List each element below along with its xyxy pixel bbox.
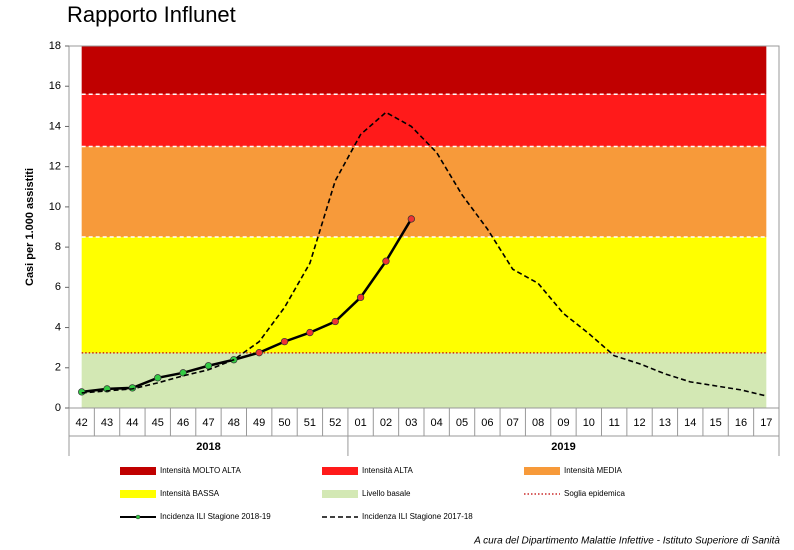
data-point bbox=[280, 337, 289, 346]
x-tick-label: 01 bbox=[354, 417, 366, 429]
y-tick-label: 6 bbox=[55, 281, 61, 293]
legend-label: Incidenza ILI Stagione 2017-18 bbox=[362, 512, 473, 521]
y-tick-label: 10 bbox=[49, 201, 61, 213]
legend-label: Intensità ALTA bbox=[362, 466, 414, 475]
x-tick-label: 44 bbox=[126, 417, 138, 429]
x-tick-label: 04 bbox=[431, 417, 443, 429]
legend-label: Intensità MEDIA bbox=[564, 466, 622, 475]
year-label: 2018 bbox=[196, 441, 220, 453]
intensity-band bbox=[81, 94, 767, 147]
legend-label: Intensità MOLTO ALTA bbox=[160, 466, 241, 475]
x-tick-label: 48 bbox=[228, 417, 240, 429]
data-point bbox=[154, 374, 162, 382]
legend-swatch bbox=[120, 490, 156, 498]
y-tick-label: 8 bbox=[55, 241, 61, 253]
x-tick-label: 06 bbox=[481, 417, 493, 429]
series-line bbox=[81, 111, 767, 397]
x-tick-label: 05 bbox=[456, 417, 468, 429]
legend-swatch bbox=[120, 467, 156, 475]
legend-swatch bbox=[524, 467, 560, 475]
y-axis-label: Casi per 1.000 assistiti bbox=[24, 168, 36, 286]
legend-label: Soglia epidemica bbox=[564, 489, 625, 498]
x-tick-label: 13 bbox=[659, 417, 671, 429]
x-tick-label: 46 bbox=[177, 417, 189, 429]
data-point bbox=[306, 328, 314, 337]
intensity-band bbox=[81, 46, 767, 95]
x-tick-label: 07 bbox=[507, 417, 519, 429]
data-point bbox=[382, 257, 390, 265]
x-tick-label: 14 bbox=[684, 417, 696, 429]
x-tick-label: 02 bbox=[380, 417, 392, 429]
y-tick-label: 16 bbox=[49, 80, 61, 92]
x-tick-label: 45 bbox=[152, 417, 164, 429]
y-tick-label: 2 bbox=[55, 362, 61, 374]
year-label: 2019 bbox=[551, 441, 575, 453]
x-tick-label: 16 bbox=[735, 417, 747, 429]
intensity-band bbox=[81, 146, 767, 238]
legend-marker bbox=[135, 514, 141, 520]
x-tick-label: 47 bbox=[202, 417, 214, 429]
x-tick-label: 03 bbox=[405, 417, 417, 429]
y-tick-label: 18 bbox=[49, 40, 61, 52]
data-point bbox=[179, 369, 187, 377]
x-tick-label: 52 bbox=[329, 417, 341, 429]
x-tick-label: 08 bbox=[532, 417, 544, 429]
footnote: A cura del Dipartimento Malattie Infetti… bbox=[473, 536, 780, 547]
y-tick-label: 4 bbox=[55, 321, 61, 333]
legend-swatch bbox=[322, 467, 358, 475]
x-tick-label: 51 bbox=[304, 417, 316, 429]
chart-title: Rapporto Influnet bbox=[67, 2, 236, 27]
data-point bbox=[128, 384, 137, 392]
data-point bbox=[255, 349, 263, 357]
x-tick-label: 12 bbox=[633, 417, 645, 429]
intensity-band bbox=[81, 237, 767, 353]
data-point bbox=[356, 293, 365, 302]
series-line bbox=[81, 218, 413, 394]
x-tick-label: 10 bbox=[583, 417, 595, 429]
legend-label: Livello basale bbox=[362, 489, 411, 498]
data-point bbox=[331, 317, 339, 326]
legend-swatch bbox=[322, 490, 358, 498]
y-tick-label: 12 bbox=[49, 161, 61, 173]
intensity-band bbox=[81, 352, 767, 408]
y-tick-label: 0 bbox=[55, 402, 61, 414]
x-tick-label: 11 bbox=[608, 417, 619, 429]
data-point bbox=[407, 215, 415, 223]
x-tick-label: 50 bbox=[278, 417, 290, 429]
legend-label: Incidenza ILI Stagione 2018-19 bbox=[160, 512, 271, 521]
y-tick-label: 14 bbox=[49, 120, 61, 132]
x-tick-label: 15 bbox=[709, 417, 721, 429]
x-tick-label: 09 bbox=[557, 417, 569, 429]
x-tick-label: 17 bbox=[760, 417, 772, 429]
data-point bbox=[78, 388, 86, 396]
x-tick-label: 43 bbox=[101, 417, 113, 429]
x-tick-label: 42 bbox=[76, 417, 88, 429]
x-tick-label: 49 bbox=[253, 417, 265, 429]
legend-label: Intensità BASSA bbox=[160, 489, 220, 498]
